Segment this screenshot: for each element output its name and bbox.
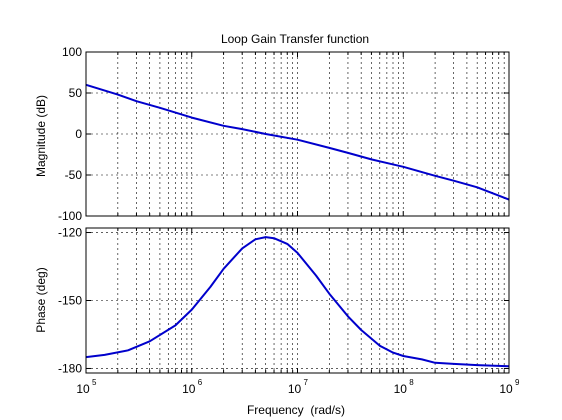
y-tick-label: -120 (58, 226, 82, 240)
phase-grid (86, 228, 509, 373)
chart-title: Loop Gain Transfer function (221, 32, 369, 46)
x-tick-label: 10 (76, 382, 90, 396)
y-tick-label: 0 (75, 127, 82, 141)
magnitude-tick-marks (86, 51, 509, 217)
y-tick-label: 100 (62, 45, 82, 59)
x-tick-label-exponent: 6 (198, 378, 203, 387)
y-tick-label: -180 (58, 361, 82, 375)
x-tick-label: 10 (499, 382, 513, 396)
magnitude-subplot: 100 50 0 -50 -100 Loop Gain Transfer functio… (34, 32, 510, 223)
data-series-line (85, 83, 510, 201)
x-tick-label: 10 (394, 382, 408, 396)
data-series-line (85, 236, 510, 368)
phase-curve (85, 236, 510, 368)
phase-subplot: -120-150-180 10 5 10 6 10 7 10 8 10 9 Phase (deg)… (34, 226, 520, 417)
frequency-x-axis-label: Frequency (rad/s) (247, 403, 345, 417)
y-tick-label: -150 (58, 294, 82, 308)
y-tick-label: 50 (69, 86, 83, 100)
x-tick-label-exponent: 8 (409, 378, 414, 387)
frequency-x-tick-labels: 10 5 10 6 10 7 10 8 10 9 (76, 378, 520, 396)
x-tick-label: 10 (182, 382, 196, 396)
x-tick-label-exponent: 7 (304, 378, 309, 387)
magnitude-y-tick-labels: 100 50 0 -50 -100 (58, 45, 82, 223)
x-tick-label-exponent: 9 (515, 378, 520, 387)
y-tick-label: -100 (58, 209, 82, 223)
phase-y-tick-labels: -120 -150 -180 (58, 226, 82, 376)
x-tick-label: 10 (288, 382, 302, 396)
magnitude-curve (85, 83, 510, 201)
y-tick-label: -50 (65, 168, 83, 182)
x-tick-label-exponent: 5 (92, 378, 97, 387)
phase-tick-marks (86, 228, 509, 373)
phase-y-axis-label: Phase (deg) (34, 267, 48, 332)
magnitude-y-axis-label: Magnitude (dB) (34, 95, 48, 177)
